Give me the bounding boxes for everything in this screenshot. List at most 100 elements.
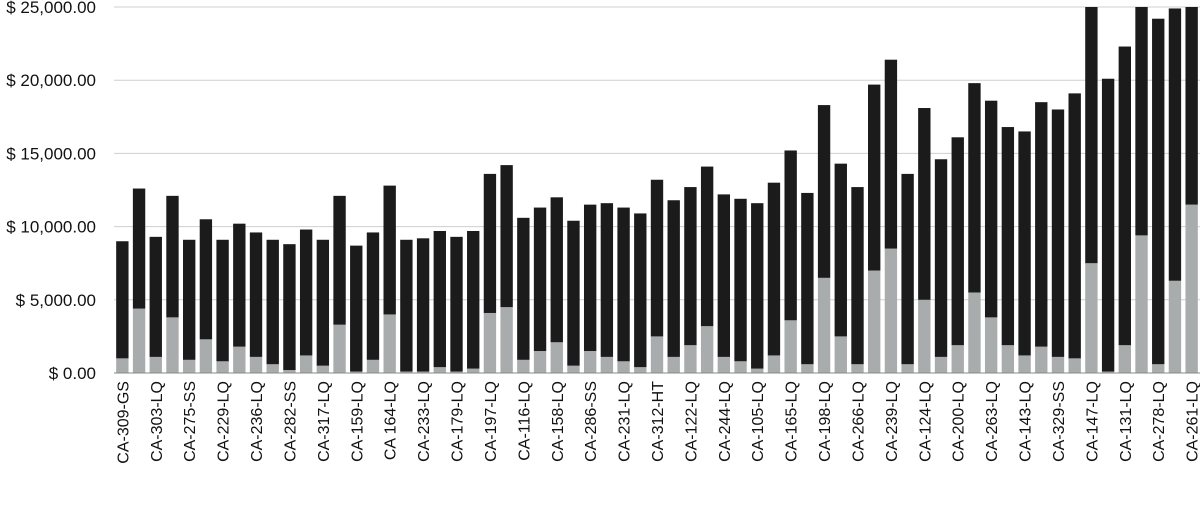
- bar-segment-upper: [567, 220, 580, 366]
- bar-segment-upper: [934, 159, 948, 357]
- bar-segment-upper: [266, 239, 279, 365]
- bar-segment-upper: [132, 188, 146, 309]
- bar-segment-upper: [634, 213, 647, 368]
- bar-segment-upper: [1168, 8, 1182, 281]
- bar-segment-upper: [1035, 102, 1048, 347]
- x-tick-label: CA-282-SS: [282, 381, 299, 462]
- bar-segment-upper: [1185, 7, 1198, 205]
- bar-segment-upper: [183, 239, 196, 360]
- bar-segment-lower: [1152, 364, 1165, 373]
- bar-segment-upper: [1085, 7, 1098, 264]
- x-tick-label: CA-317-LQ: [316, 381, 333, 462]
- x-tick-label: CA-329-SS: [1051, 381, 1068, 462]
- bar-segment-lower: [801, 364, 814, 373]
- bar-segment-upper: [1001, 127, 1015, 346]
- x-tick-label: CA-198-LQ: [817, 381, 834, 462]
- x-tick-label: CA-147-LQ: [1084, 381, 1101, 462]
- bar-segment-lower: [918, 299, 931, 373]
- bar-segment-lower: [767, 355, 781, 373]
- bar-segment-upper: [216, 239, 229, 362]
- bar-segment-upper: [901, 173, 914, 365]
- bar-segment-upper: [500, 165, 513, 308]
- bar-segment-lower: [817, 277, 831, 373]
- x-tick-label: CA-236-LQ: [249, 381, 266, 462]
- y-tick-label: $ 15,000.00: [6, 144, 96, 163]
- bar-segment-lower: [934, 356, 948, 373]
- x-tick-label: CA-275-SS: [182, 381, 199, 462]
- x-tick-label: CA-244-LQ: [717, 381, 734, 462]
- x-tick-label: CA-200-LQ: [951, 381, 968, 462]
- bar-segment-upper: [450, 236, 463, 372]
- bar-segment-lower: [600, 356, 614, 373]
- bar-segment-lower: [667, 356, 680, 373]
- bar-segment-lower: [266, 364, 279, 373]
- bar-segment-upper: [283, 244, 296, 371]
- bar-segment-lower: [751, 368, 764, 373]
- x-tick-label: CA-286-SS: [583, 381, 600, 462]
- bar-segment-upper: [767, 182, 781, 356]
- bar-segment-lower: [1001, 345, 1015, 373]
- bar-segment-upper: [1051, 109, 1065, 357]
- bar-segment-upper: [734, 198, 747, 362]
- x-tick-label: CA-303-LQ: [149, 381, 166, 462]
- bar-segment-lower: [500, 307, 513, 373]
- bar-segment-upper: [1101, 78, 1115, 372]
- x-tick-label: CA-261-LQ: [1185, 381, 1200, 462]
- bar-segment-lower: [533, 351, 547, 373]
- y-axis-tick-labels: $ 0.00 $ 5,000.00 $ 10,000.00 $ 15,000.00 $ …: [6, 0, 96, 383]
- x-tick-label: CA-131-LQ: [1118, 381, 1135, 462]
- bar-segment-lower: [634, 367, 647, 373]
- y-tick-label: $ 20,000.00: [6, 71, 96, 90]
- bar-segment-upper: [400, 239, 413, 372]
- bar-segment-upper: [834, 163, 847, 337]
- bar-segment-lower: [901, 364, 914, 373]
- bar-segment-lower: [166, 317, 179, 373]
- bar-segment-lower: [132, 308, 146, 373]
- bar-segment-upper: [851, 187, 864, 365]
- bar-segment-lower: [400, 371, 413, 373]
- bar-segment-lower: [517, 359, 530, 373]
- bar-segment-lower: [249, 356, 263, 373]
- bar-segment-upper: [784, 150, 797, 321]
- bar-segment-upper: [333, 195, 346, 325]
- bar-segment-upper: [350, 245, 363, 372]
- bar-segment-lower: [734, 361, 747, 373]
- bar-segment-lower: [283, 370, 296, 373]
- bar-segment-lower: [383, 314, 396, 373]
- bar-segment-upper: [1118, 46, 1131, 346]
- bar-segment-upper: [1068, 93, 1081, 359]
- x-tick-label: CA-158-LQ: [550, 381, 567, 462]
- bar-segment-lower: [350, 371, 363, 373]
- bar-segment-upper: [1018, 131, 1031, 356]
- bar-segment-lower: [583, 351, 597, 373]
- x-tick-label: CA-233-LQ: [416, 381, 433, 462]
- bar-segment-upper: [617, 207, 630, 362]
- bar-segment-lower: [617, 361, 630, 373]
- bar-segment-upper: [918, 108, 931, 300]
- bar-segment-upper: [868, 84, 881, 271]
- bar-segment-lower: [316, 365, 330, 373]
- bar-segment-upper: [600, 203, 614, 357]
- bar-segment-lower: [366, 359, 380, 373]
- y-tick-label: $ 5,000.00: [16, 291, 96, 310]
- x-tick-label: CA-143-LQ: [1018, 381, 1035, 462]
- bar-segment-upper: [433, 230, 446, 368]
- bar-segment-upper: [483, 173, 497, 313]
- x-tick-label: CA-312-HT: [650, 381, 667, 462]
- x-tick-label: CA-124-LQ: [917, 381, 934, 462]
- bar-segment-upper: [416, 238, 430, 372]
- bar-segment-upper: [951, 137, 964, 346]
- bar-segment-lower: [1068, 358, 1081, 373]
- bar-segment-lower: [550, 342, 563, 373]
- bar-segment-upper: [817, 105, 831, 278]
- bar-segment-upper: [233, 223, 246, 347]
- bar-segment-upper: [1152, 18, 1165, 365]
- x-tick-label: CA-179-LQ: [450, 381, 467, 462]
- bar-segment-upper: [684, 187, 697, 346]
- bar-segment-lower: [433, 367, 446, 373]
- bar-segment-upper: [366, 232, 380, 360]
- bar-segment-lower: [183, 359, 196, 373]
- x-axis-tick-labels: CA-309-GS CA-303-LQ CA-275-SS CA-229-LQ CA-2…: [115, 381, 1200, 464]
- bar-segment-lower: [700, 326, 714, 373]
- bar-segment-lower: [333, 324, 346, 373]
